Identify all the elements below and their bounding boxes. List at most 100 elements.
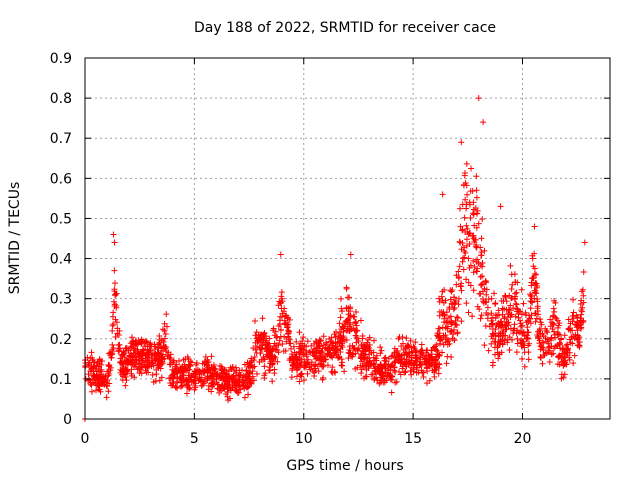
data-point: [276, 321, 283, 328]
data-point: [304, 338, 311, 345]
x-tick-label: 20: [514, 431, 532, 447]
data-point: [492, 332, 499, 339]
data-point: [252, 332, 259, 339]
data-point: [235, 386, 242, 393]
data-point: [260, 354, 267, 361]
data-point: [465, 279, 472, 286]
data-point: [348, 326, 355, 333]
data-point: [539, 344, 546, 351]
data-point: [543, 327, 550, 334]
data-point: [279, 313, 286, 320]
data-point: [281, 334, 288, 341]
data-point: [556, 339, 563, 346]
data-point: [109, 327, 116, 334]
data-point: [553, 315, 560, 322]
data-point: [224, 383, 231, 390]
data-point: [467, 214, 474, 221]
data-point: [515, 308, 522, 315]
data-point: [577, 322, 584, 329]
data-point: [518, 311, 525, 318]
data-point: [455, 301, 462, 308]
data-point: [411, 366, 418, 373]
data-point: [467, 230, 474, 237]
data-point: [112, 316, 119, 323]
data-point: [334, 354, 341, 361]
data-point: [470, 257, 477, 264]
data-point: [293, 338, 300, 345]
data-point: [519, 322, 526, 329]
data-point: [300, 334, 307, 341]
data-point: [185, 361, 192, 368]
y-tick-label: 0.1: [50, 372, 72, 388]
data-point: [463, 205, 470, 212]
data-point: [353, 339, 360, 346]
data-point: [418, 341, 425, 348]
data-point: [177, 383, 184, 390]
data-point: [496, 351, 503, 358]
data-point: [308, 342, 315, 349]
data-point: [336, 354, 343, 361]
data-point: [431, 373, 438, 380]
data-point: [578, 311, 585, 318]
data-point: [188, 379, 195, 386]
data-point: [472, 243, 479, 250]
data-point: [284, 324, 291, 331]
data-point: [435, 370, 442, 377]
data-point: [536, 340, 543, 347]
data-point: [436, 298, 443, 305]
data-point: [211, 376, 218, 383]
data-point: [508, 311, 515, 318]
data-point: [432, 353, 439, 360]
data-point: [461, 172, 468, 179]
data-point: [448, 318, 455, 325]
data-point: [531, 270, 538, 277]
data-point: [285, 329, 292, 336]
data-point: [347, 251, 354, 258]
data-point: [556, 331, 563, 338]
data-point: [134, 366, 141, 373]
data-point: [534, 283, 541, 290]
data-point: [454, 329, 461, 336]
data-point: [453, 272, 460, 279]
data-point: [135, 360, 142, 367]
data-point: [156, 377, 163, 384]
data-point: [357, 317, 364, 324]
data-point: [479, 216, 486, 223]
data-point: [506, 347, 513, 354]
data-point: [377, 350, 384, 357]
data-point: [501, 306, 508, 313]
data-point: [431, 345, 438, 352]
data-point: [197, 377, 204, 384]
data-point: [453, 281, 460, 288]
data-point: [107, 364, 114, 371]
data-point: [262, 344, 269, 351]
data-point: [193, 361, 200, 368]
data-point: [391, 367, 398, 374]
data-point: [313, 345, 320, 352]
data-point: [98, 380, 105, 387]
data-point: [461, 214, 468, 221]
data-point: [432, 364, 439, 371]
data-point: [373, 352, 380, 359]
data-point: [158, 374, 165, 381]
data-point: [531, 223, 538, 230]
data-point: [524, 324, 531, 331]
data-point: [174, 385, 181, 392]
data-point: [311, 372, 318, 379]
data-point: [225, 397, 232, 404]
data-point: [560, 374, 567, 381]
data-point: [426, 363, 433, 370]
data-point: [147, 347, 154, 354]
data-point: [227, 387, 234, 394]
data-point: [345, 317, 352, 324]
data-point: [531, 250, 538, 257]
data-point: [146, 362, 153, 369]
data-point: [248, 362, 255, 369]
data-point: [145, 369, 152, 376]
data-point: [551, 308, 558, 315]
data-point: [478, 235, 485, 242]
data-point: [430, 344, 437, 351]
data-point: [270, 325, 277, 332]
data-point: [441, 312, 448, 319]
data-point: [534, 298, 541, 305]
